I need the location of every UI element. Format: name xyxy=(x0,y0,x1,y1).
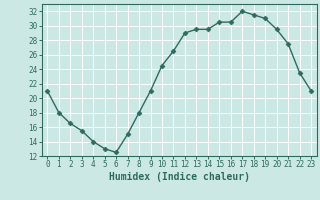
X-axis label: Humidex (Indice chaleur): Humidex (Indice chaleur) xyxy=(109,172,250,182)
